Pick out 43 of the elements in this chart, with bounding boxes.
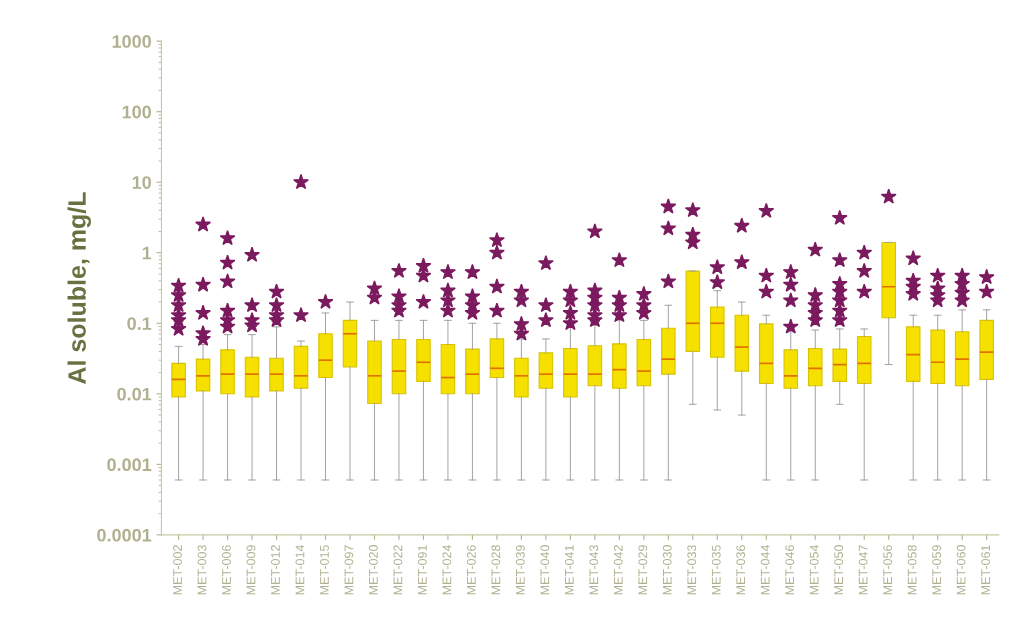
x-tick-label: MET-044 [760, 544, 770, 595]
x-tick-label: MET-097 [344, 545, 354, 595]
y-tick-label: 10 [132, 176, 151, 189]
x-tick-label: MET-054 [809, 544, 819, 595]
x-tick-label: MET-041 [564, 545, 574, 595]
x-tick-label: MET-042 [613, 545, 623, 595]
x-tick-label: MET-043 [589, 545, 599, 595]
x-tick-label: MET-091 [417, 545, 427, 595]
y-tick-label: 1000 [112, 35, 151, 48]
x-tick-label: MET-061 [981, 545, 991, 595]
x-tick-label: MET-029 [638, 545, 648, 595]
x-tick-label: MET-050 [834, 545, 844, 595]
y-tick-label: 0.0001 [97, 528, 152, 542]
x-tick-label: MET-047 [858, 545, 868, 595]
x-tick-label: MET-046 [785, 545, 795, 595]
y-tick-label: 100 [122, 105, 151, 119]
x-tick-label: MET-035 [711, 545, 721, 595]
x-tick-label: MET-039 [515, 545, 525, 595]
x-tick-label: MET-026 [466, 545, 476, 595]
y-tick-label: 0.01 [117, 387, 152, 401]
x-tick-label: MET-009 [246, 545, 256, 595]
y-tick-label: 0.1 [127, 317, 152, 330]
x-tick-label: MET-056 [883, 545, 893, 595]
x-tick-label: MET-036 [736, 545, 746, 595]
x-tick-label: MET-060 [956, 545, 966, 595]
y-tick-label: 0.001 [107, 458, 152, 472]
y-tick-label: 1 [142, 246, 152, 260]
x-tick-label: MET-002 [173, 545, 182, 595]
x-tick-label: MET-012 [271, 545, 280, 595]
x-tick-label: MET-058 [907, 545, 917, 595]
x-tick-label: MET-024 [442, 544, 452, 595]
x-tick-label: MET-015 [320, 545, 329, 595]
x-tick-label: MET-040 [540, 545, 550, 595]
x-tick-label: MET-028 [491, 545, 501, 595]
x-tick-label: MET-033 [687, 545, 697, 595]
x-tick-label: MET-022 [393, 545, 403, 595]
x-tick-label: MET-020 [368, 545, 378, 595]
x-tick-label: MET-059 [932, 545, 942, 595]
x-tick-label: MET-003 [197, 545, 207, 595]
x-tick-label: MET-014 [295, 544, 305, 595]
y-axis-title: Al soluble, mg/L [67, 192, 91, 384]
x-tick-label: MET-030 [662, 545, 672, 595]
x-tick-label: MET-006 [222, 545, 231, 595]
